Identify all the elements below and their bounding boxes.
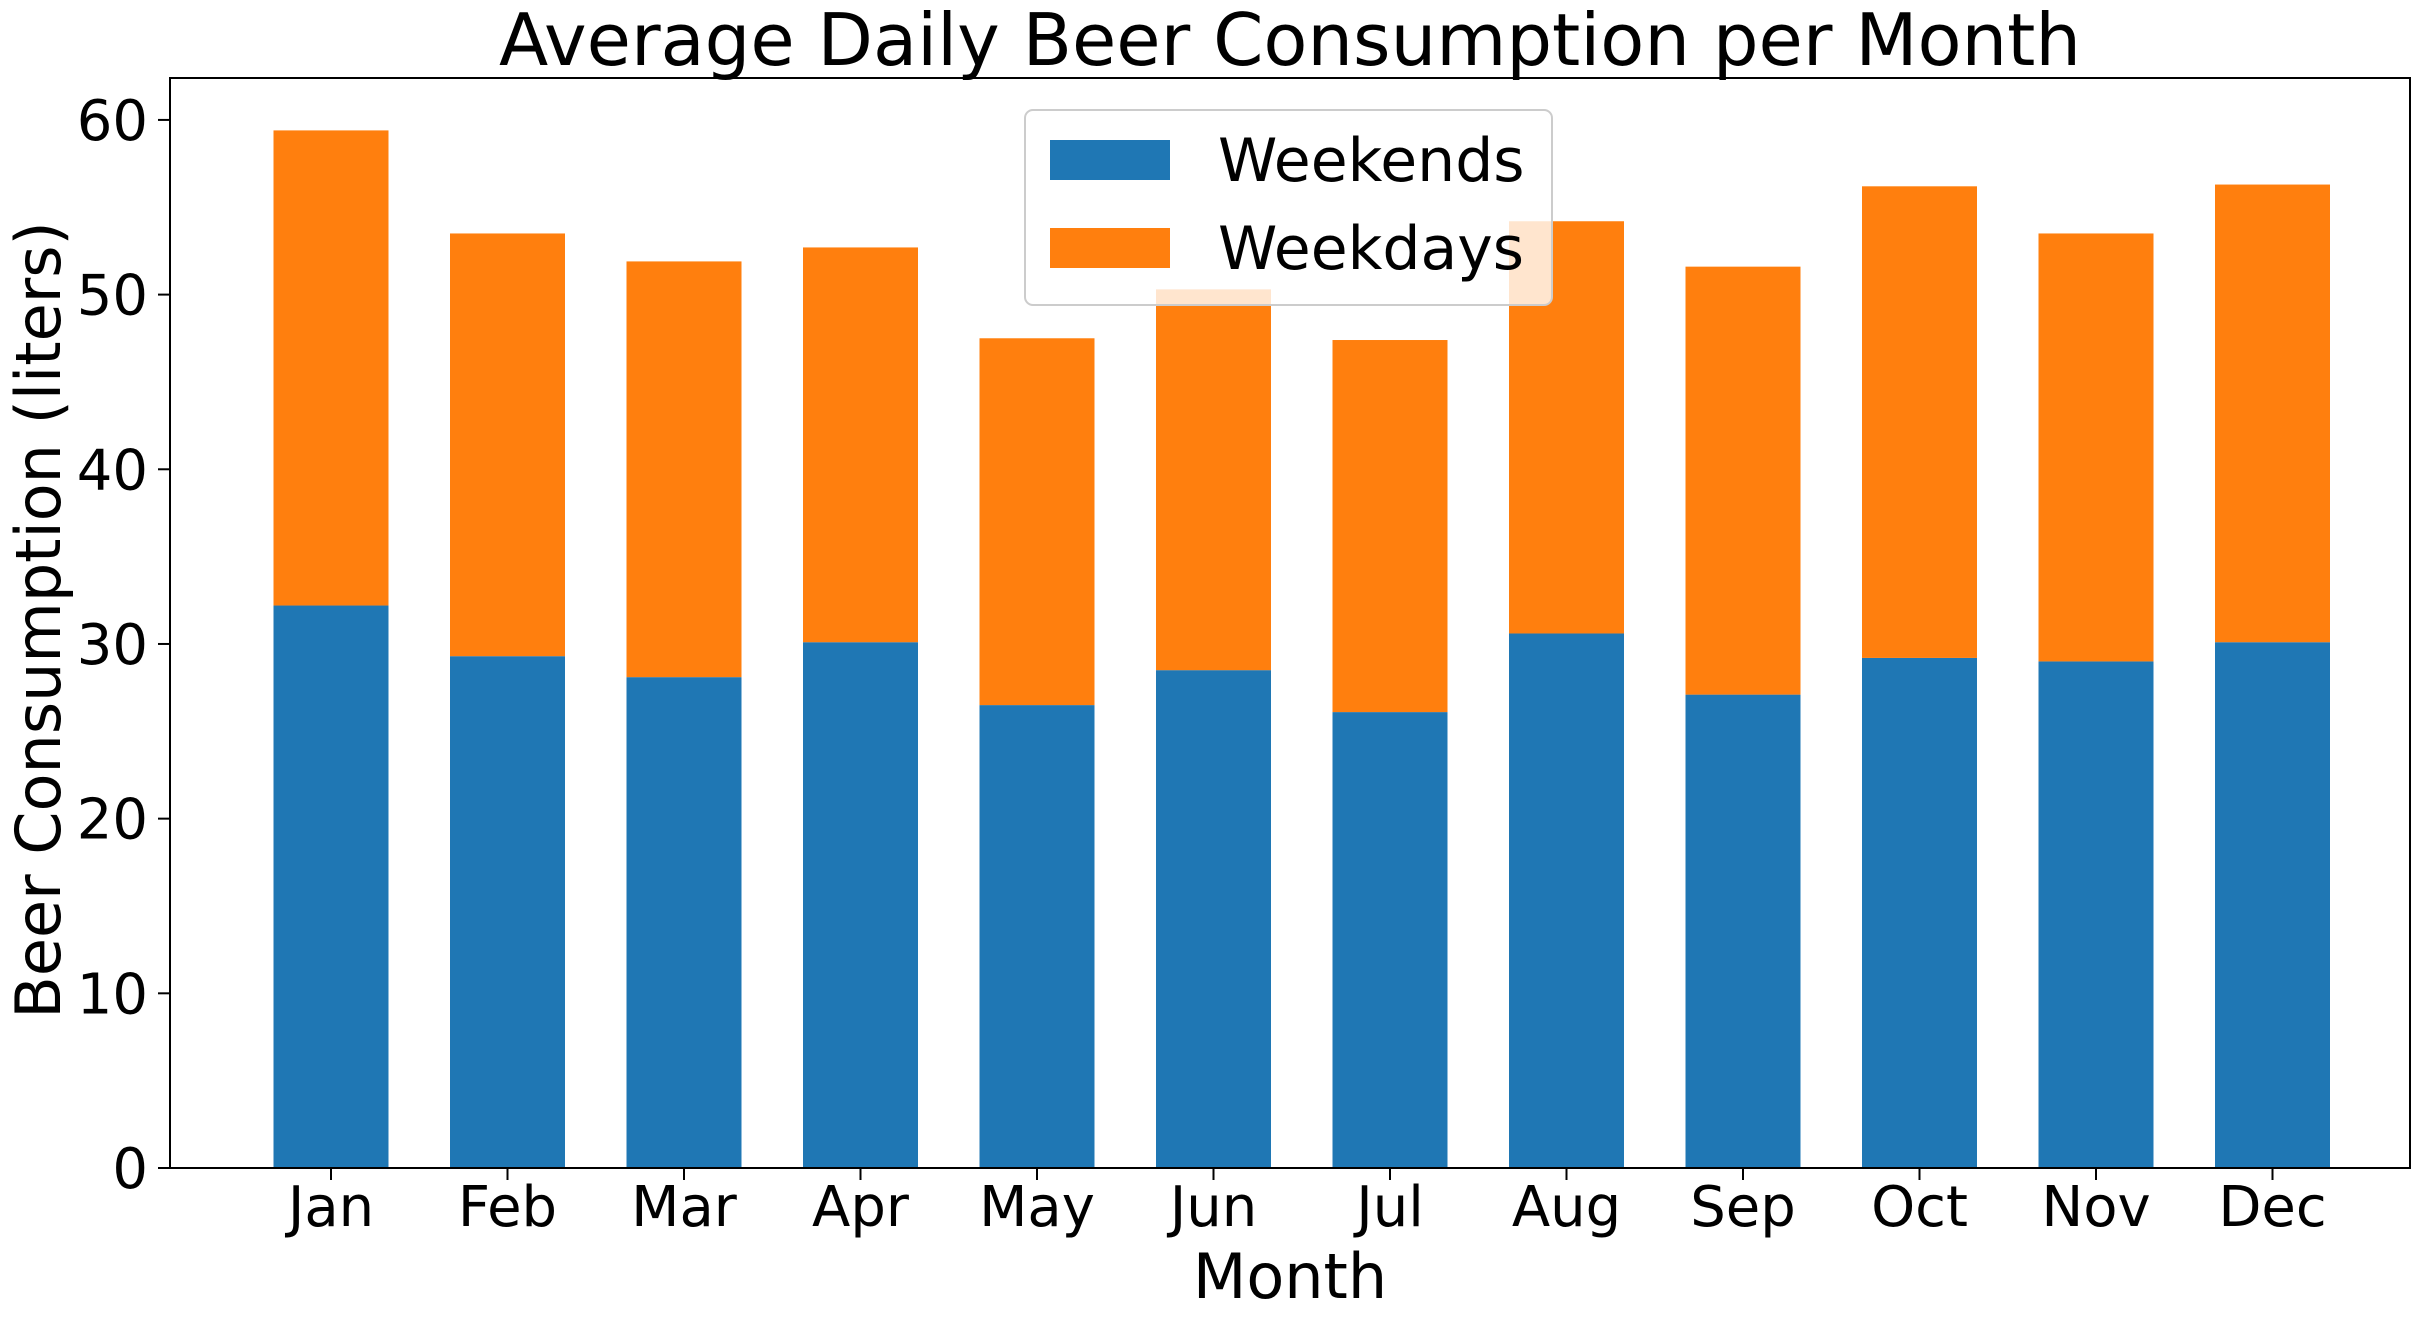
y-axis-label: Beer Consumption (liters) [2,221,75,1018]
bar-weekdays-apr [803,247,918,643]
bar-weekdays-dec [2215,184,2330,643]
bar-weekends-apr [803,642,918,1168]
plot-frame [169,77,2411,1169]
bar-weekends-dec [2215,642,2330,1168]
bar-weekdays-may [979,338,1095,706]
bar-weekends-mar [626,677,742,1168]
y-tick-label: 10 [77,962,148,1027]
bar-weekdays-sep [1685,266,1801,695]
bar-weekdays-jan [273,130,389,606]
bar-weekends-nov [2038,661,2154,1168]
bar-weekends-jul [1332,712,1448,1168]
bars-group [273,130,2330,1168]
x-tick-label: Jan [285,1175,374,1240]
legend-swatch-weekdays [1050,228,1170,268]
legend-label-weekdays: Weekdays [1218,214,1524,284]
x-tick-label: Jul [1353,1175,1424,1240]
bar-weekends-jun [1156,670,1271,1168]
y-tick-label: 20 [77,788,148,853]
y-axis: 0 10 20 30 40 50 60 [77,89,170,1202]
x-tick-label: Jun [1167,1175,1258,1240]
legend-swatch-weekends [1050,140,1170,180]
x-axis-label: Month [1193,1240,1387,1313]
x-tick-label: Mar [631,1175,738,1240]
x-axis: Jan Feb Mar Apr May Jun Jul Aug Sep Oct Nov Dec [285,1168,2327,1240]
bar-weekends-may [979,705,1095,1168]
bar-weekends-oct [1862,657,1977,1168]
bar-weekends-jan [273,605,389,1168]
bar-weekends-feb [450,656,565,1168]
chart-title: Average Daily Beer Consumption per Month [499,0,2081,82]
bar-weekdays-jul [1332,340,1448,713]
bar-weekends-aug [1509,633,1624,1168]
bar-weekdays-feb [450,233,565,657]
bar-weekdays-jun [1156,289,1271,671]
bar-weekdays-nov [2038,233,2154,662]
y-tick-label: 50 [77,264,148,329]
x-tick-label: Apr [812,1175,910,1240]
legend-label-weekends: Weekends [1218,126,1525,196]
bar-weekdays-mar [626,261,742,678]
x-tick-label: Feb [458,1175,557,1240]
y-tick-label: 60 [77,89,148,154]
x-tick-label: Nov [2041,1175,2150,1240]
x-tick-label: Aug [1512,1175,1621,1240]
bar-weekends-sep [1685,694,1801,1168]
y-tick-label: 0 [112,1137,148,1202]
x-tick-label: Sep [1690,1175,1796,1240]
x-tick-label: May [979,1175,1095,1240]
legend: Weekends Weekdays [1024,109,1553,306]
x-tick-label: Oct [1871,1175,1968,1240]
bar-weekdays-oct [1862,186,1977,658]
y-tick-label: 30 [77,613,148,678]
x-tick-label: Dec [2218,1175,2326,1240]
y-tick-label: 40 [77,438,148,503]
